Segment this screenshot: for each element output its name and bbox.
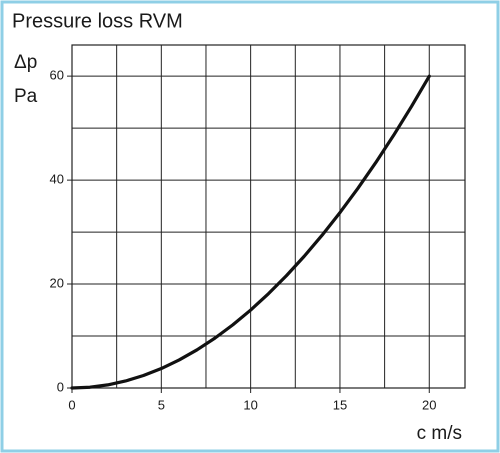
line-series bbox=[70, 74, 431, 390]
plot-area bbox=[71, 44, 466, 389]
x-tick-label: 5 bbox=[158, 397, 165, 412]
y-tick-label: 20 bbox=[50, 275, 64, 290]
x-tick-label: 15 bbox=[333, 397, 347, 412]
x-tick-label: 20 bbox=[422, 397, 436, 412]
chart-title: Pressure loss RVM bbox=[12, 10, 183, 32]
y-axis-symbol: Δp bbox=[14, 52, 37, 73]
x-tick-label: 0 bbox=[68, 397, 75, 412]
y-tick-label: 0 bbox=[57, 379, 64, 394]
y-tick-label: 60 bbox=[50, 68, 64, 83]
x-tick-label: 10 bbox=[243, 397, 257, 412]
y-axis-unit: Pa bbox=[14, 86, 38, 107]
y-tick-label: 40 bbox=[50, 172, 64, 187]
x-axis-label: c m/s bbox=[417, 423, 462, 444]
